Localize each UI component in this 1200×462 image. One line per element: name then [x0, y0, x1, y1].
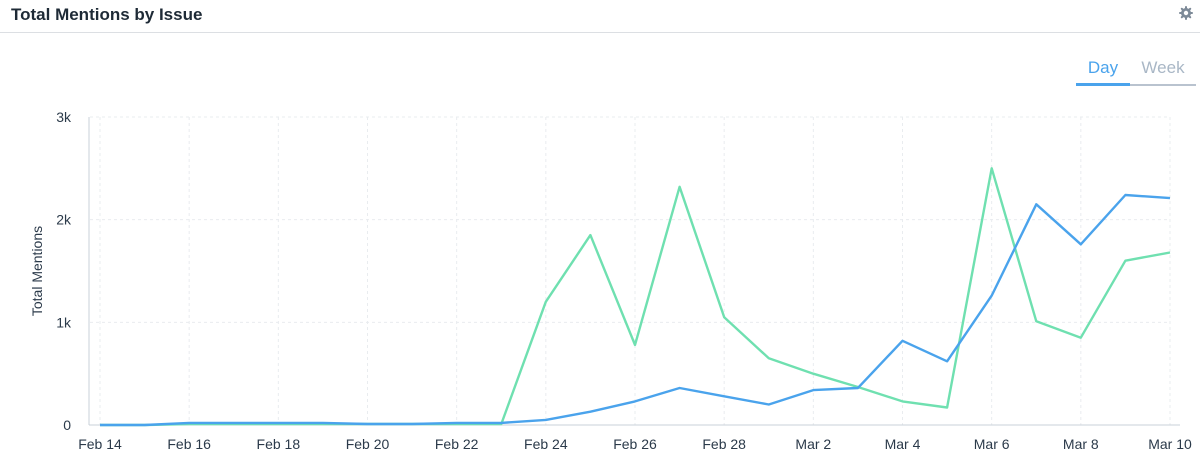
panel-title: Total Mentions by Issue: [11, 5, 203, 24]
x-tick-label: Mar 6: [974, 436, 1010, 452]
y-tick-label: 2k: [56, 212, 72, 228]
y-tick-label: 0: [63, 417, 71, 433]
tab-week[interactable]: Week: [1130, 58, 1196, 86]
series-line-1: [100, 167, 1171, 427]
x-tick-label: Feb 22: [435, 436, 479, 452]
tab-day[interactable]: Day: [1076, 58, 1130, 86]
y-tick-label: 3k: [56, 109, 72, 125]
x-tick-label: Mar 2: [795, 436, 831, 452]
x-tick-label: Feb 14: [78, 436, 122, 452]
panel-header: Total Mentions by Issue: [0, 0, 1200, 33]
x-tick-label: Feb 16: [167, 436, 211, 452]
x-tick-label: Feb 28: [702, 436, 746, 452]
x-tick-label: Mar 8: [1063, 436, 1099, 452]
x-tick-label: Mar 4: [885, 436, 921, 452]
y-tick-label: 1k: [56, 314, 72, 330]
x-tick-label: Feb 24: [524, 436, 568, 452]
gear-icon[interactable]: [1178, 5, 1194, 21]
x-tick-label: Feb 26: [613, 436, 657, 452]
x-tick-label: Mar 10: [1148, 436, 1192, 452]
x-tick-label: Feb 18: [257, 436, 301, 452]
x-tick-label: Feb 20: [346, 436, 390, 452]
y-axis-title: Total Mentions: [29, 226, 45, 316]
series-line-2: [100, 193, 1171, 427]
